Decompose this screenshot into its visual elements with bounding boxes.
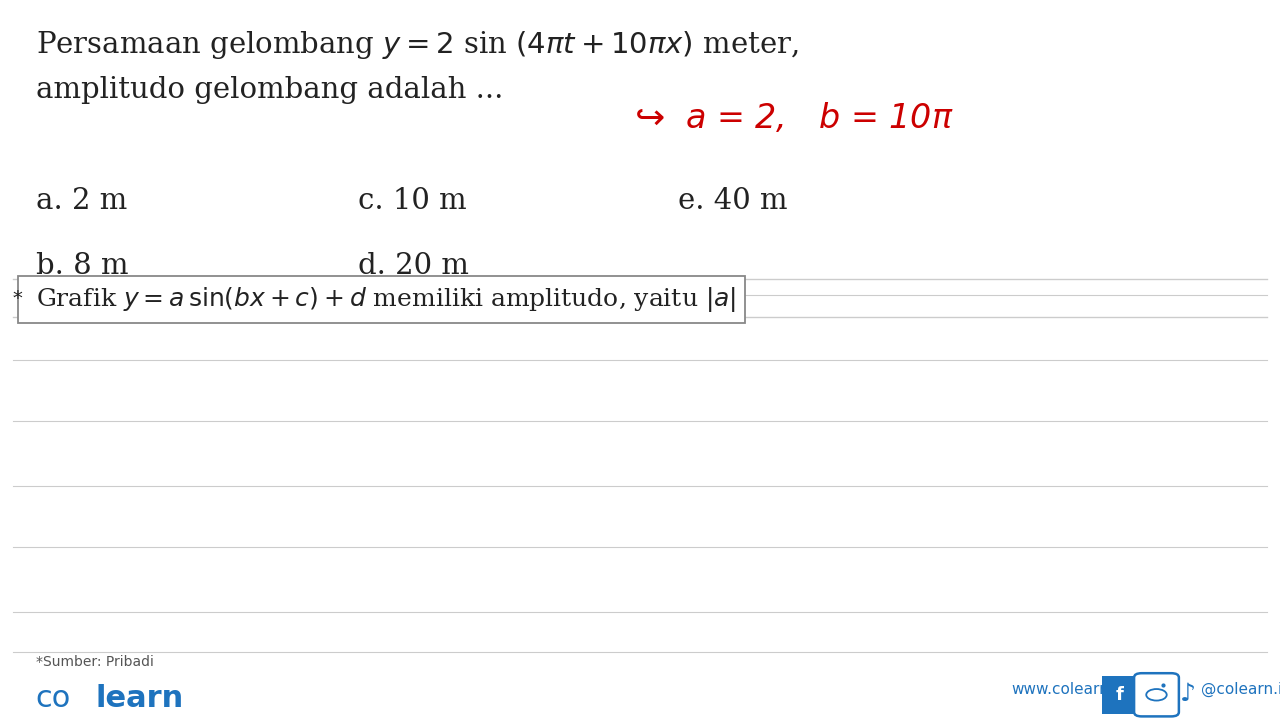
Text: ♪: ♪ (1180, 682, 1197, 706)
Text: $a$ = 2,   $b$ = 10$\pi$: $a$ = 2, $b$ = 10$\pi$ (685, 101, 954, 135)
Text: f: f (1115, 685, 1124, 704)
Text: a. 2 m: a. 2 m (36, 187, 127, 215)
Text: Persamaan gelombang $y = 2$ sin $(4\pi t + 10\pi x)$ meter,: Persamaan gelombang $y = 2$ sin $(4\pi t… (36, 29, 799, 60)
FancyBboxPatch shape (1134, 673, 1179, 716)
Text: e. 40 m: e. 40 m (678, 187, 788, 215)
FancyBboxPatch shape (1102, 676, 1137, 714)
Text: co: co (36, 684, 72, 713)
Text: d. 20 m: d. 20 m (358, 252, 470, 280)
Text: @colearn.id: @colearn.id (1201, 682, 1280, 697)
Text: b. 8 m: b. 8 m (36, 252, 128, 280)
Text: www.colearn.id: www.colearn.id (1011, 682, 1128, 697)
FancyBboxPatch shape (18, 276, 745, 323)
Text: *Sumber: Pribadi: *Sumber: Pribadi (36, 655, 154, 669)
Text: Grafik $y = a\,\sin(bx + c) + d$ memiliki amplitudo, yaitu $|a|$: Grafik $y = a\,\sin(bx + c) + d$ memilik… (36, 285, 736, 314)
Text: learn: learn (96, 684, 184, 713)
Text: amplitudo gelombang adalah ...: amplitudo gelombang adalah ... (36, 76, 503, 104)
Text: c. 10 m: c. 10 m (358, 187, 467, 215)
Text: *: * (13, 289, 23, 307)
Text: $\hookrightarrow$: $\hookrightarrow$ (627, 101, 664, 135)
